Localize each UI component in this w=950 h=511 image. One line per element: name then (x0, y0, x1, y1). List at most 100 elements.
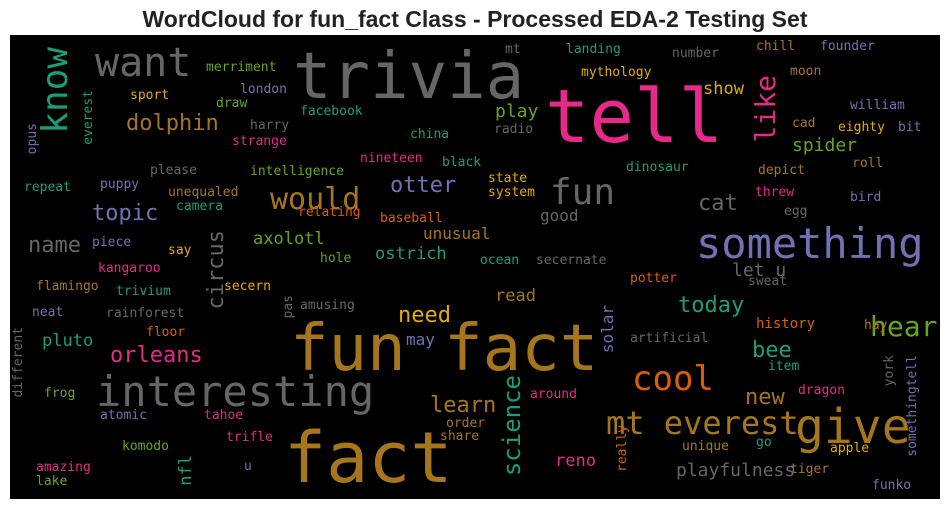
word-secern: secern (224, 279, 271, 294)
word-cad: cad (792, 116, 816, 131)
word-floor: floor (146, 325, 186, 340)
word-item: item (768, 359, 800, 374)
word-need: need (398, 303, 451, 328)
word-number: number (672, 46, 719, 61)
word-atomic: atomic (100, 408, 147, 423)
word-strange: strange (232, 134, 287, 149)
word-founder: founder (820, 39, 875, 54)
page-title: WordCloud for fun_fact Class - Processed… (142, 6, 808, 32)
word-system: system (488, 185, 535, 200)
word-may: may (406, 330, 435, 349)
word-secernate: secernate (536, 253, 607, 268)
word-u: u (244, 459, 252, 474)
word-egg: egg (784, 204, 808, 219)
word-fact: fact (284, 417, 453, 499)
word-something: something (696, 219, 924, 268)
word-order: order (446, 416, 486, 431)
word-hay: hay (864, 318, 888, 333)
word-somethingtell: somethingtell (905, 355, 920, 457)
word-topic: topic (92, 201, 159, 226)
word-baseball: baseball (380, 211, 443, 226)
word-repeat: repeat (24, 180, 71, 195)
word-frog: frog (44, 386, 76, 401)
word-london: london (240, 82, 287, 97)
word-say: say (168, 243, 192, 258)
word-give: give (795, 399, 911, 455)
word-unusual: unusual (423, 224, 491, 243)
word-piece: piece (92, 235, 132, 250)
word-cat: cat (698, 191, 738, 216)
word-china: china (410, 127, 450, 142)
word-nfl: nfl (176, 455, 196, 486)
word-learn: learn (430, 393, 497, 418)
word-state: state (488, 171, 528, 186)
word-chill: chill (756, 39, 796, 54)
word-merriment: merriment (206, 60, 277, 75)
word-mt-everest: mt everest (606, 404, 799, 442)
word-let-u: let u (732, 260, 787, 281)
word-depict: depict (758, 163, 805, 178)
word-sport: sport (130, 88, 170, 103)
word-trifle: trifle (226, 430, 273, 445)
word-axolotl: axolotl (253, 229, 325, 249)
word-william: william (850, 98, 905, 113)
word-orleans: orleans (110, 343, 203, 368)
word-everest: everest (81, 90, 96, 145)
word-tiger: tiger (790, 462, 830, 477)
word-lake: lake (36, 474, 68, 489)
word-today: today (678, 293, 745, 318)
word-nineteen: nineteen (360, 151, 423, 166)
word-dragon: dragon (798, 383, 845, 398)
word-please: please (150, 163, 197, 178)
word-puppy: puppy (100, 177, 140, 192)
word-moon: moon (790, 64, 822, 79)
word-unequaled: unequaled (168, 185, 239, 200)
word-ostrich: ostrich (375, 244, 447, 264)
word-draw: draw (216, 96, 248, 111)
word-trivium: trivium (116, 284, 171, 299)
word-rainforest: rainforest (106, 306, 185, 321)
word-funko: funko (872, 478, 912, 493)
word-would: would (270, 182, 361, 217)
word-artificial: artificial (630, 331, 709, 346)
word-radio: radio (494, 122, 534, 137)
word-tahoe: tahoe (204, 408, 244, 423)
word-circus: circus (204, 230, 229, 310)
word-kangaroo: kangaroo (98, 261, 161, 276)
word-cloud: trivia tell want know dolphin like fun w… (10, 35, 940, 499)
word-black: black (442, 155, 482, 170)
word-neat: neat (32, 305, 64, 320)
word-spider: spider (792, 135, 858, 156)
word-tell: tell (545, 74, 724, 160)
word-potter: potter (630, 271, 677, 286)
word-pluto: pluto (42, 331, 94, 351)
word-eighty: eighty (838, 120, 885, 135)
word-name: name (28, 233, 81, 258)
word-know: know (35, 47, 76, 134)
word-unique: unique (682, 439, 729, 454)
word-facebook: facebook (300, 104, 363, 119)
word-amusing: amusing (300, 298, 355, 313)
word-flamingo: flamingo (36, 279, 99, 294)
word-hear: hear (870, 310, 938, 343)
word-around: around (530, 387, 577, 402)
word-harry: harry (250, 118, 290, 133)
word-komodo: komodo (122, 439, 169, 454)
word-new: new (745, 385, 785, 410)
word-want: want (95, 40, 192, 86)
word-really: really (615, 425, 630, 472)
word-interesting: interesting (96, 367, 375, 416)
word-apple: apple (830, 441, 870, 456)
word-fun: fun (550, 172, 616, 213)
word-fun-fact: fun fact (290, 312, 599, 386)
word-read: read (495, 286, 536, 306)
word-ocean: ocean (480, 253, 520, 268)
word-camera: camera (176, 199, 223, 214)
word-dolphin: dolphin (126, 111, 219, 136)
word-dinosaur: dinosaur (626, 160, 689, 175)
word-different: different (11, 327, 26, 398)
word-good: good (540, 206, 579, 225)
word-sweat: sweat (748, 274, 788, 289)
word-york: york (882, 355, 897, 387)
word-relating: relating (298, 205, 361, 220)
